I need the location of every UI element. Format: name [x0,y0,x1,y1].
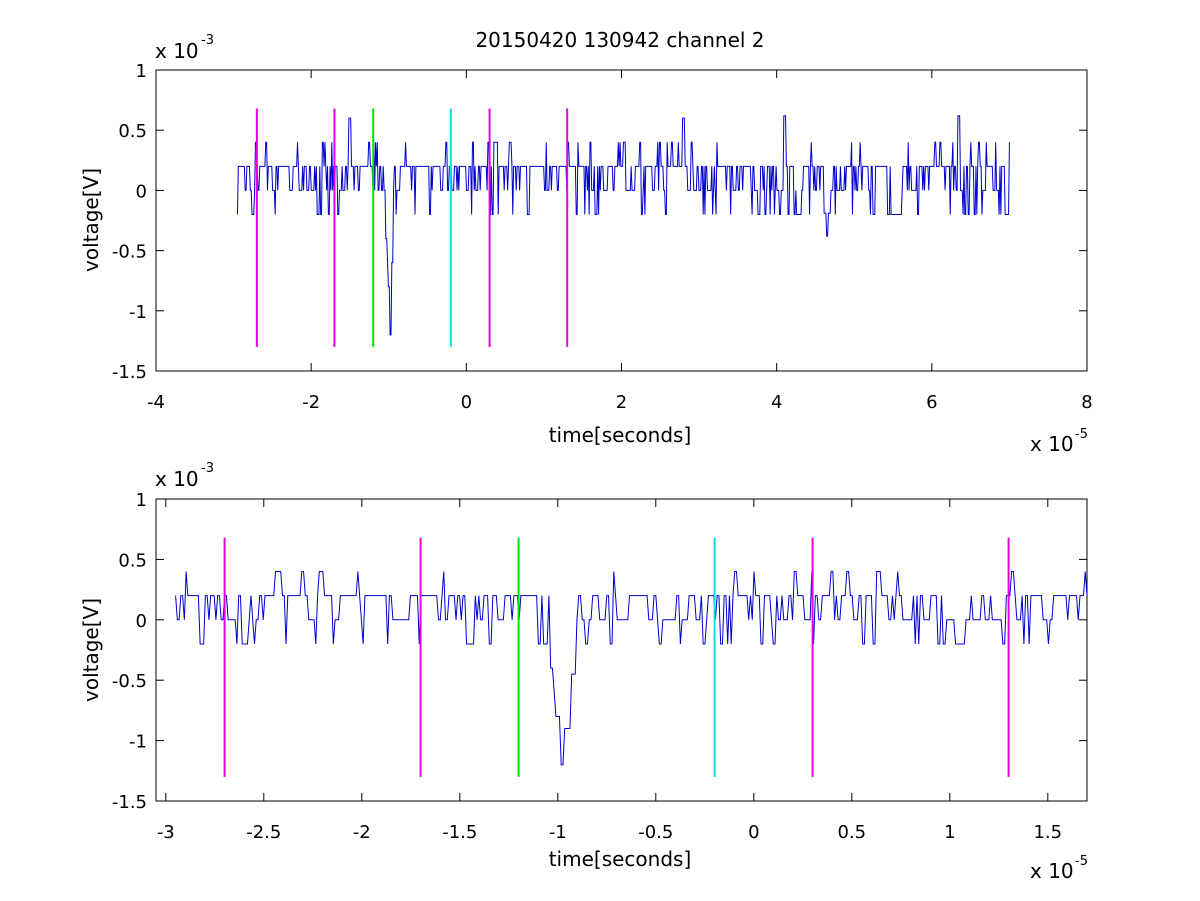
bottom-y-tick-label: 0.5 [118,550,147,571]
bottom-x-multiplier-exponent: -5 [1075,854,1088,869]
bottom-y-tick-label: -0.5 [112,671,147,692]
chart-title: 20150420 130942 channel 2 [475,28,764,52]
top-y-multiplier-exponent: -3 [201,33,214,48]
bottom-y-tick-label: -1 [129,732,147,753]
top-y-tick-label: -0.5 [112,242,147,263]
top-y-tick-label: -1.5 [112,362,147,383]
bottom-x-tick-label: -2 [353,822,371,843]
top-y-tick-label: 1 [136,61,147,82]
top-x-tick-label: 2 [616,392,627,413]
top-x-tick-label: 4 [771,392,782,413]
bottom-x-multiplier: x 10 [1030,859,1074,883]
bottom-x-tick-label: -2.5 [246,822,281,843]
bottom-x-tick-label: -0.5 [638,822,673,843]
bottom-axes-box [155,498,1088,802]
top-y-tick-label: 0.5 [118,121,147,142]
bottom-y-axis-label: voltage[V] [79,598,103,702]
bottom-y-multiplier-exponent: -3 [201,461,214,476]
bottom-x-axis-label: time[seconds] [549,847,692,871]
top-marker-layer [255,108,569,347]
top-x-multiplier-exponent: -5 [1075,427,1088,442]
top-x-tick-label: 6 [926,392,937,413]
top-x-axis-label: time[seconds] [549,423,692,447]
bottom-x-tick-label: 0.5 [837,822,866,843]
top-y-ticks: -1.5 -1 -0.5 0 0.5 1 [112,61,1087,383]
bottom-x-tick-label: 0 [748,822,759,843]
bottom-x-tick-label: 1 [944,822,955,843]
top-x-multiplier: x 10 [1030,432,1074,456]
top-signal-layer [236,115,1010,336]
top-y-tick-label: 0 [136,181,147,202]
bottom-y-tick-label: -1.5 [112,792,147,813]
bottom-x-tick-label: -3 [157,822,175,843]
top-x-tick-label: -2 [302,392,320,413]
bottom-subplot: -3 -2.5 -2 -1.5 -1 -0.5 0 0.5 1 1.5 -1.5 -1 -0.5 0 0.… [79,461,1088,883]
top-x-tick-label: 0 [461,392,472,413]
top-x-tick-label: -4 [147,392,165,413]
top-signal-line [236,115,1010,336]
top-axes-box [155,69,1088,372]
bottom-y-tick-label: 0 [136,611,147,632]
top-y-tick-label: -1 [129,302,147,323]
top-x-ticks: -4 -2 0 2 4 6 8 [147,70,1093,413]
top-y-multiplier: x 10 [155,39,199,63]
bottom-x-tick-label: 1.5 [1033,822,1062,843]
bottom-y-tick-label: 1 [136,490,147,511]
bottom-y-multiplier: x 10 [155,467,199,491]
bottom-y-ticks: -1.5 -1 -0.5 0 0.5 1 [112,490,1087,813]
top-x-tick-label: 8 [1081,392,1092,413]
bottom-x-tick-label: -1.5 [442,822,477,843]
bottom-signal-line [175,570,1088,766]
top-subplot: -4 -2 0 2 4 6 8 -1.5-1-0.500.51 time[seconds] … [79,33,1093,456]
top-y-axis-label: voltage[V] [79,168,103,272]
bottom-x-tick-label: -1 [549,822,567,843]
bottom-x-ticks: -3 -2.5 -2 -1.5 -1 -0.5 0 0.5 1 1.5 [157,499,1062,843]
bottom-marker-layer [223,537,1010,777]
bottom-signal-layer [175,570,1088,766]
